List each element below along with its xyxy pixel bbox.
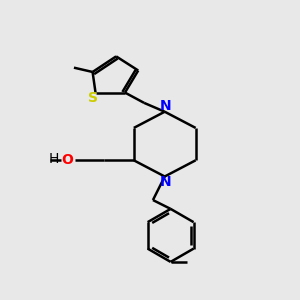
Text: H: H [49,152,59,166]
Text: O: O [61,153,74,167]
Text: N: N [160,99,171,113]
Text: N: N [160,176,171,189]
Text: S: S [88,91,98,105]
